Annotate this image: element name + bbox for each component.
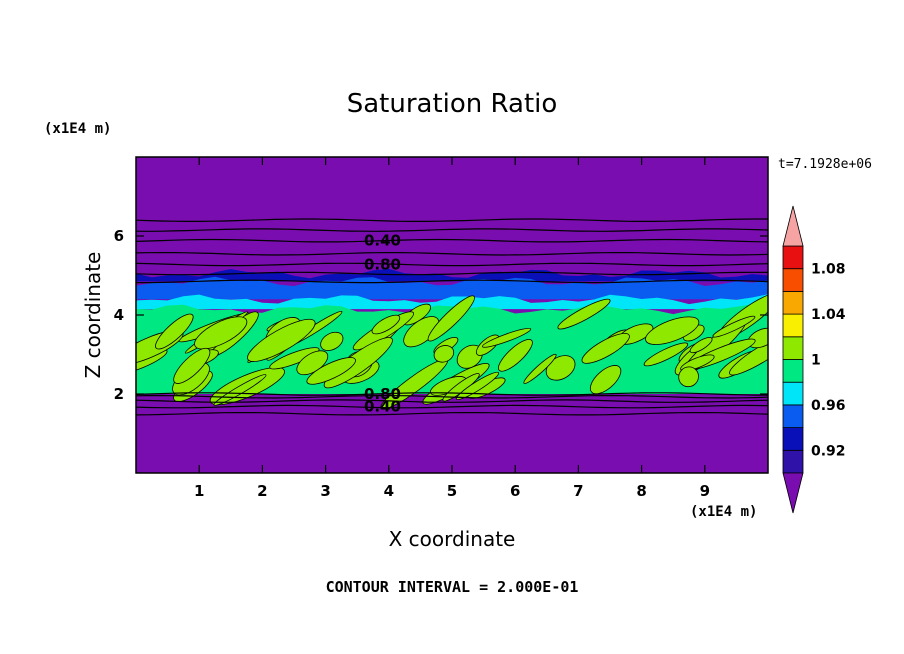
supersaturated-cell	[643, 342, 689, 367]
contour-line	[136, 399, 768, 403]
supersaturated-cells	[136, 293, 768, 410]
supersaturated-cell	[689, 337, 713, 354]
colorbar-box	[782, 381, 804, 406]
contour-label: 0.40	[364, 232, 401, 250]
colorbar-box	[782, 404, 804, 428]
supersaturated-cell	[645, 316, 700, 345]
x-tick-label: 8	[636, 482, 646, 500]
colorbar-box	[782, 313, 804, 338]
supersaturated-cell	[712, 315, 756, 338]
supersaturated-cell	[678, 366, 699, 388]
y-tick-label: 4	[114, 306, 124, 324]
x-units-label: (x1E4 m)	[690, 504, 757, 520]
supersaturated-cell	[581, 333, 630, 364]
colorbar-label: 0.92	[811, 443, 846, 459]
colorbar-box	[782, 427, 804, 451]
y-tick-label: 6	[114, 227, 124, 245]
contour-line	[136, 404, 768, 409]
x-tick-label: 9	[700, 482, 710, 500]
layer-band	[136, 294, 768, 310]
supersaturated-cell	[498, 338, 533, 372]
x-tick-label: 1	[194, 482, 204, 500]
x-axis-ticks: 1 2 3 4 5 6 7 8 9	[194, 157, 710, 500]
contour-label: 0.80	[364, 255, 401, 273]
supersaturated-cell	[433, 345, 455, 363]
y-units-label: (x1E4 m)	[44, 121, 111, 137]
x-tick-label: 5	[447, 482, 457, 500]
contour-plot-area	[136, 157, 768, 473]
contour-line	[136, 262, 768, 267]
contour-line	[136, 238, 768, 243]
colorbar-box	[782, 245, 804, 270]
contour-label: 0.80	[364, 385, 401, 403]
y-tick-label: 2	[114, 385, 124, 403]
supersaturated-cell	[194, 316, 248, 350]
x-tick-label: 4	[384, 482, 394, 500]
colorbar-min-arrow	[782, 472, 804, 514]
supersaturated-cell	[371, 314, 401, 335]
supersaturated-cell	[306, 357, 356, 385]
supersaturated-cell	[482, 327, 532, 348]
y-axis-ticks: 2 4 6	[114, 227, 768, 403]
supersaturated-cell	[557, 298, 611, 330]
contour-label: 0.40	[364, 398, 401, 416]
contour-labels: 0.400.800.800.40	[364, 232, 401, 416]
contour-interval-note: CONTOUR INTERVAL = 2.000E-01	[326, 578, 579, 596]
supersaturated-cell	[589, 365, 622, 395]
contour-line	[136, 395, 768, 399]
supersaturated-cell	[320, 331, 344, 351]
x-tick-label: 6	[510, 482, 520, 500]
contour-line	[136, 252, 768, 256]
colorbar-max-arrow	[782, 205, 804, 247]
supersaturated-cell	[403, 316, 440, 348]
time-label: t=7.1928e+06	[778, 157, 872, 172]
x-tick-label: 2	[257, 482, 267, 500]
colorbar-box	[782, 268, 804, 292]
supersaturated-cell	[155, 313, 194, 350]
contour-line	[136, 271, 768, 276]
contour-line	[136, 412, 768, 416]
contour-line	[136, 218, 768, 222]
supersaturated-cell	[523, 353, 557, 384]
colorbar-box	[782, 336, 804, 360]
colorbar-label: 1.04	[811, 307, 846, 323]
colorbar: 0.92 0.96 1 1.04 1.08	[782, 205, 846, 514]
supersaturated-cell	[323, 337, 393, 389]
x-tick-label: 3	[320, 482, 330, 500]
x-tick-label: 7	[573, 482, 583, 500]
colorbar-box	[782, 449, 804, 474]
layer-band	[136, 268, 768, 282]
colorbar-box	[782, 290, 804, 315]
supersaturated-cell	[455, 371, 500, 400]
colorbar-label: 1.08	[811, 262, 846, 278]
contour-line	[136, 392, 768, 396]
supersaturated-cell	[269, 347, 320, 370]
colorbar-label: 0.96	[811, 398, 846, 414]
layer-band	[136, 276, 768, 300]
supersaturated-cell	[427, 295, 475, 342]
contour-lines	[136, 218, 768, 416]
supersaturated-cell	[173, 347, 211, 384]
contour-line	[136, 228, 768, 232]
colorbar-box	[782, 359, 804, 383]
x-axis-label: X coordinate	[389, 527, 516, 551]
colorbar-label: 1	[811, 353, 821, 369]
contour-line	[136, 279, 768, 284]
y-axis-label: Z coordinate	[81, 252, 105, 379]
chart-title: Saturation Ratio	[347, 89, 558, 119]
supersaturated-cell	[247, 318, 316, 362]
